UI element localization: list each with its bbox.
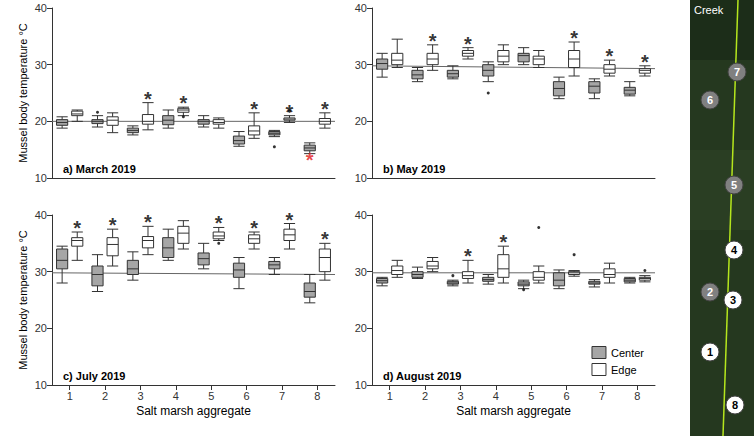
svg-text:Mussel body temperature °C: Mussel body temperature °C — [17, 230, 29, 370]
svg-text:*: * — [641, 51, 649, 73]
svg-text:20: 20 — [35, 322, 47, 334]
svg-text:*: * — [109, 214, 117, 236]
svg-text:5: 5 — [731, 179, 737, 191]
svg-text:3: 3 — [457, 390, 463, 402]
svg-text:Salt marsh aggregate: Salt marsh aggregate — [136, 404, 251, 418]
svg-text:*: * — [73, 217, 81, 239]
svg-text:*: * — [144, 211, 152, 233]
svg-text:10: 10 — [355, 379, 367, 391]
svg-text:10: 10 — [355, 172, 367, 184]
svg-text:30: 30 — [35, 59, 47, 71]
svg-text:*: * — [464, 33, 472, 55]
svg-text:30: 30 — [35, 266, 47, 278]
svg-text:Mussel body temperature °C: Mussel body temperature °C — [17, 23, 29, 163]
svg-text:3: 3 — [137, 390, 143, 402]
svg-text:*: * — [464, 245, 472, 267]
svg-text:2: 2 — [102, 390, 108, 402]
svg-text:*: * — [286, 209, 294, 231]
svg-text:8: 8 — [732, 399, 738, 411]
svg-text:*: * — [321, 98, 329, 120]
svg-text:30: 30 — [355, 266, 367, 278]
svg-text:*: * — [321, 228, 329, 250]
svg-text:1: 1 — [387, 390, 393, 402]
svg-text:Creek: Creek — [694, 4, 724, 16]
svg-text:8: 8 — [634, 390, 640, 402]
svg-text:4: 4 — [493, 390, 499, 402]
svg-text:20: 20 — [355, 115, 367, 127]
svg-text:*: * — [306, 149, 314, 171]
svg-text:c) July 2019: c) July 2019 — [63, 370, 125, 382]
svg-text:4: 4 — [731, 244, 738, 256]
svg-text:2: 2 — [422, 390, 428, 402]
svg-text:1: 1 — [707, 346, 713, 358]
svg-text:*: * — [250, 217, 258, 239]
svg-text:7: 7 — [279, 390, 285, 402]
svg-text:40: 40 — [355, 2, 367, 14]
svg-text:2: 2 — [707, 286, 713, 298]
svg-text:40: 40 — [35, 2, 47, 14]
svg-text:Center: Center — [611, 347, 644, 359]
svg-text:7: 7 — [599, 390, 605, 402]
svg-text:20: 20 — [35, 115, 47, 127]
svg-text:3: 3 — [730, 294, 736, 306]
svg-text:*: * — [499, 231, 507, 253]
svg-text:a) March 2019: a) March 2019 — [63, 163, 136, 175]
svg-text:10: 10 — [35, 379, 47, 391]
svg-text:6: 6 — [244, 390, 250, 402]
svg-text:8: 8 — [314, 390, 320, 402]
svg-text:40: 40 — [35, 209, 47, 221]
svg-text:*: * — [215, 212, 223, 234]
svg-text:20: 20 — [355, 322, 367, 334]
svg-text:*: * — [606, 45, 614, 67]
svg-text:6: 6 — [564, 390, 570, 402]
svg-text:*: * — [250, 98, 258, 120]
svg-text:30: 30 — [355, 59, 367, 71]
svg-text:10: 10 — [35, 172, 47, 184]
svg-text:*: * — [144, 88, 152, 110]
svg-text:Edge: Edge — [611, 364, 637, 376]
svg-text:*: * — [286, 101, 294, 123]
svg-text:1: 1 — [67, 390, 73, 402]
svg-text:4: 4 — [173, 390, 179, 402]
svg-text:*: * — [570, 27, 578, 49]
svg-text:40: 40 — [355, 209, 367, 221]
svg-text:d) August 2019: d) August 2019 — [383, 370, 461, 382]
svg-text:5: 5 — [528, 390, 534, 402]
svg-text:6: 6 — [707, 94, 713, 106]
svg-text:7: 7 — [734, 66, 740, 78]
svg-text:*: * — [429, 30, 437, 52]
svg-text:5: 5 — [208, 390, 214, 402]
svg-text:b) May 2019: b) May 2019 — [383, 163, 445, 175]
svg-text:*: * — [179, 92, 187, 114]
svg-text:Salt marsh aggregate: Salt marsh aggregate — [456, 404, 571, 418]
